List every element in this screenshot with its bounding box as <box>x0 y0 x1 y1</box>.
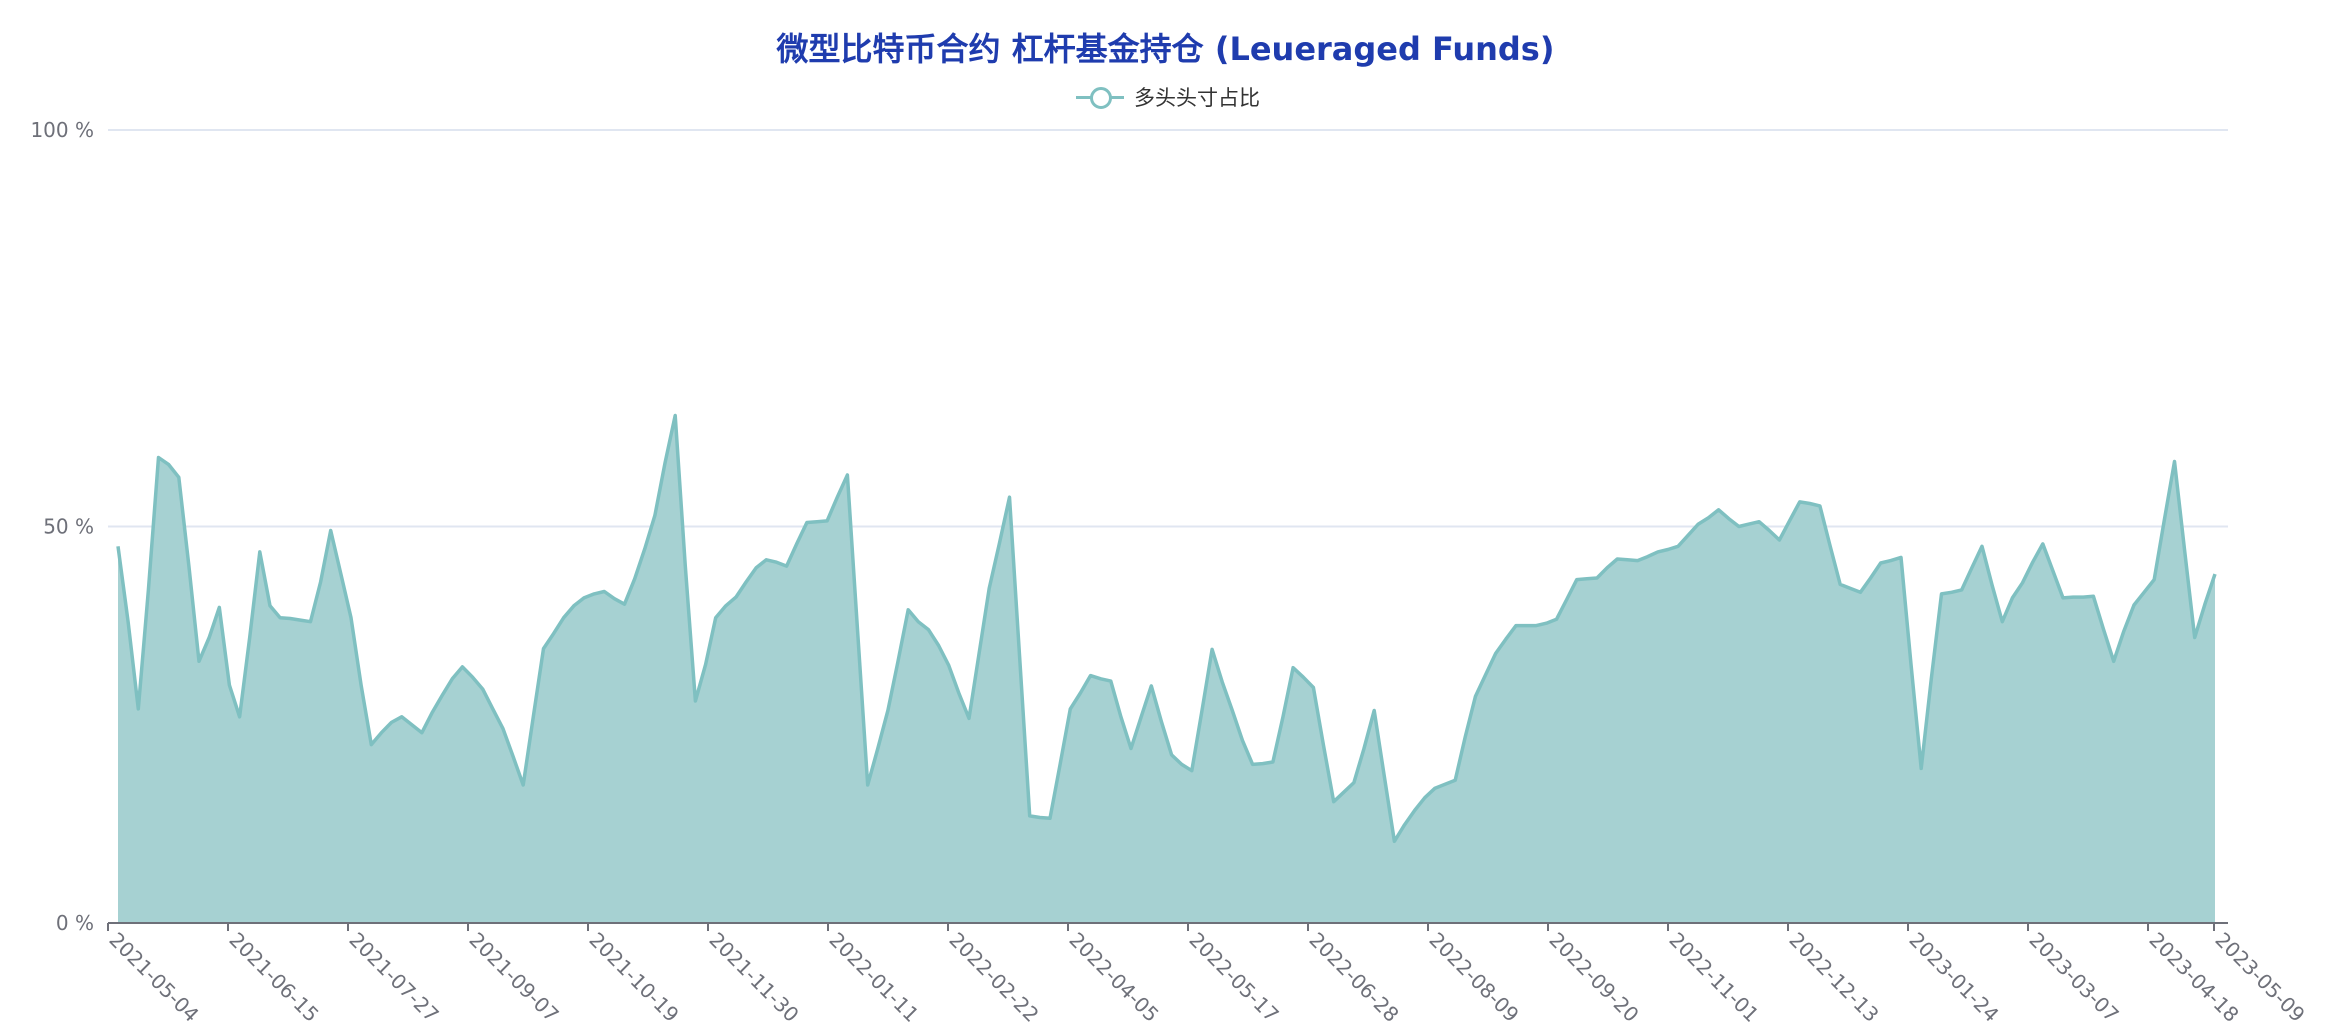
x-tick-label: 2022-12-13 <box>1784 928 1883 1027</box>
x-tick-label: 2023-01-24 <box>1904 928 2003 1027</box>
legend-marker-icon <box>1076 83 1124 111</box>
x-tick-label: 2021-07-27 <box>344 928 443 1027</box>
legend-label: 多头头寸占比 <box>1134 86 1260 110</box>
y-tick-label: 50 % <box>43 515 94 539</box>
x-tick-label: 2021-06-15 <box>224 928 323 1027</box>
x-tick-label: 2023-03-07 <box>2024 928 2123 1027</box>
x-tick-label: 2022-11-01 <box>1664 928 1763 1027</box>
series-line <box>116 413 2217 844</box>
y-tick-label: 0 % <box>56 911 94 935</box>
x-tick-label: 2022-06-28 <box>1304 928 1403 1027</box>
x-tick-label: 2021-05-04 <box>104 928 203 1027</box>
x-tick-label: 2022-02-22 <box>944 928 1043 1027</box>
x-tick-label: 2021-10-19 <box>584 928 683 1027</box>
x-tick-label: 2021-11-30 <box>704 928 803 1027</box>
x-tick-label: 2022-08-09 <box>1424 928 1523 1027</box>
x-tick-label: 2021-09-07 <box>464 928 563 1027</box>
chart-title: 微型比特币合约 杠杆基金持仓 (Leueraged Funds) <box>776 30 1555 68</box>
x-tick-label: 2022-05-17 <box>1184 928 1283 1027</box>
series-area <box>118 415 2215 923</box>
y-tick-label: 100 % <box>30 118 94 142</box>
x-tick-label: 2022-01-11 <box>824 928 923 1027</box>
legend[interactable]: 多头头寸占比 <box>1076 80 1260 114</box>
x-tick-label: 2022-04-05 <box>1064 928 1163 1027</box>
x-tick-label: 2022-09-20 <box>1544 928 1643 1027</box>
